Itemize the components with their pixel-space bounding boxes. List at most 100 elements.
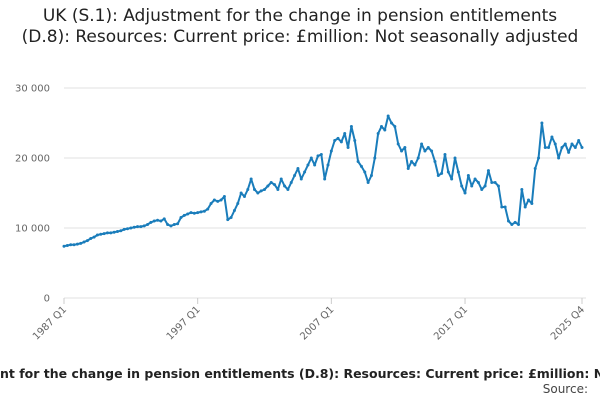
point [169,224,173,228]
point [162,217,166,221]
point [456,170,460,174]
point [373,156,377,160]
point [443,153,447,156]
point [323,177,327,181]
point [376,132,380,135]
point [216,199,220,203]
point [410,160,414,163]
point [209,202,213,205]
point [226,218,230,222]
point [266,184,270,188]
point [490,181,494,184]
point [95,233,99,237]
point [553,142,557,146]
point [273,183,277,187]
x-tick-label: 2017 Q1 [432,304,470,342]
x-tick-label: 1987 Q1 [31,304,69,342]
point [339,140,343,144]
point [303,170,307,174]
point [152,219,156,223]
point [182,213,186,217]
point [533,167,537,170]
point [229,216,233,219]
point [396,142,400,146]
point [520,188,524,191]
point [172,223,176,226]
point [99,232,103,236]
point [356,160,360,163]
point [527,198,531,202]
point [293,174,297,177]
point [132,225,136,229]
point [470,184,474,188]
point [517,223,521,226]
point [129,226,133,230]
point [276,188,280,191]
point [463,191,467,195]
point [249,177,253,181]
point [567,150,571,154]
point [186,212,190,216]
point [580,146,584,149]
point [136,225,140,229]
point [202,209,206,213]
point [122,227,126,231]
point [480,188,484,191]
point [146,223,150,226]
point [256,191,260,195]
point [416,156,420,160]
point [333,139,337,142]
point [493,181,497,184]
point [246,188,250,191]
point [550,135,554,139]
point [336,136,340,140]
point [289,181,293,184]
point [232,209,236,212]
point [420,142,424,146]
point [383,128,387,132]
point [279,177,283,181]
point [166,223,170,226]
point [506,219,510,223]
point [176,222,180,226]
point [393,125,397,128]
point [369,174,373,177]
point [252,188,256,191]
point [125,227,129,231]
y-tick-label: 10 000 [15,224,50,235]
point [540,121,544,125]
point [496,184,500,188]
point [573,146,577,149]
point [500,205,504,209]
point [349,125,353,128]
x-tick-label: 2025 Q4 [549,304,587,342]
point [306,163,310,167]
point [430,149,434,153]
point [359,164,363,168]
point [212,198,216,202]
point [189,211,193,215]
point [563,142,567,146]
point [466,174,470,177]
point [69,243,73,247]
point [363,170,367,174]
point [112,230,116,234]
point [105,231,109,235]
point [239,191,243,195]
point [259,189,263,193]
point [65,244,69,247]
point [119,229,123,233]
point [139,225,143,229]
point [503,205,507,209]
point [206,207,210,211]
point [379,125,383,128]
point [286,188,290,191]
point [179,216,183,219]
x-tick-label: 2007 Q1 [298,304,336,342]
point [440,171,444,175]
point [386,114,390,118]
point [436,174,440,177]
point [222,195,226,198]
point [547,146,551,149]
